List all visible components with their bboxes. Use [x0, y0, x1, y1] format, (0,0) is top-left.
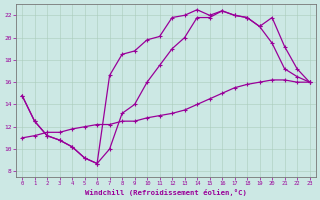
X-axis label: Windchill (Refroidissement éolien,°C): Windchill (Refroidissement éolien,°C)	[85, 189, 247, 196]
